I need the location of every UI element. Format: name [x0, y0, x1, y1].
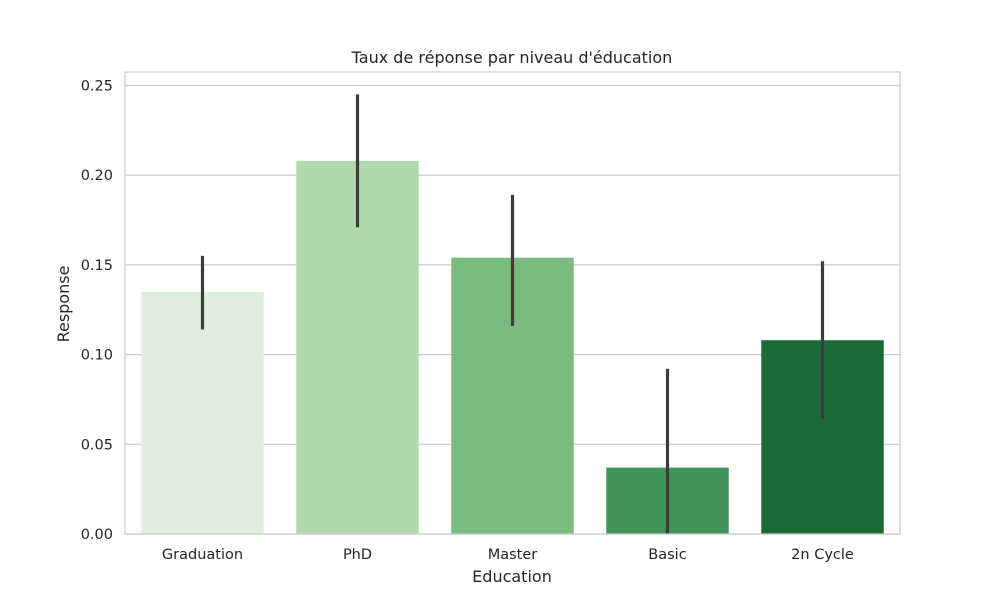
- y-tick-labels: 0.00 0.05 0.10 0.15 0.20 0.25: [81, 78, 113, 543]
- plot-frame: [124, 71, 901, 535]
- x-tick-label: 2n Cycle: [791, 547, 854, 563]
- x-tick-label: Graduation: [162, 547, 243, 563]
- error-bars: [200, 94, 825, 534]
- x-axis-title: Education: [472, 567, 552, 586]
- chart-title: Taux de réponse par niveau d'éducation: [351, 48, 673, 67]
- y-axis-title: Response: [54, 266, 73, 343]
- y-tick-label: 0.05: [81, 437, 113, 453]
- bar-graduation: [141, 291, 264, 534]
- y-tick-label: 0.15: [81, 258, 113, 274]
- x-tick-label: Master: [488, 547, 538, 563]
- y-tick-label: 0.10: [81, 348, 113, 364]
- x-tick-labels: Graduation PhD Master Basic 2n Cycle: [162, 547, 854, 563]
- y-tick-label: 0.20: [81, 168, 113, 184]
- y-tick-label: 0.25: [81, 78, 113, 94]
- x-tick-label: Basic: [648, 547, 686, 563]
- y-tick-label: 0.00: [81, 527, 113, 543]
- x-tick-label: PhD: [343, 547, 372, 563]
